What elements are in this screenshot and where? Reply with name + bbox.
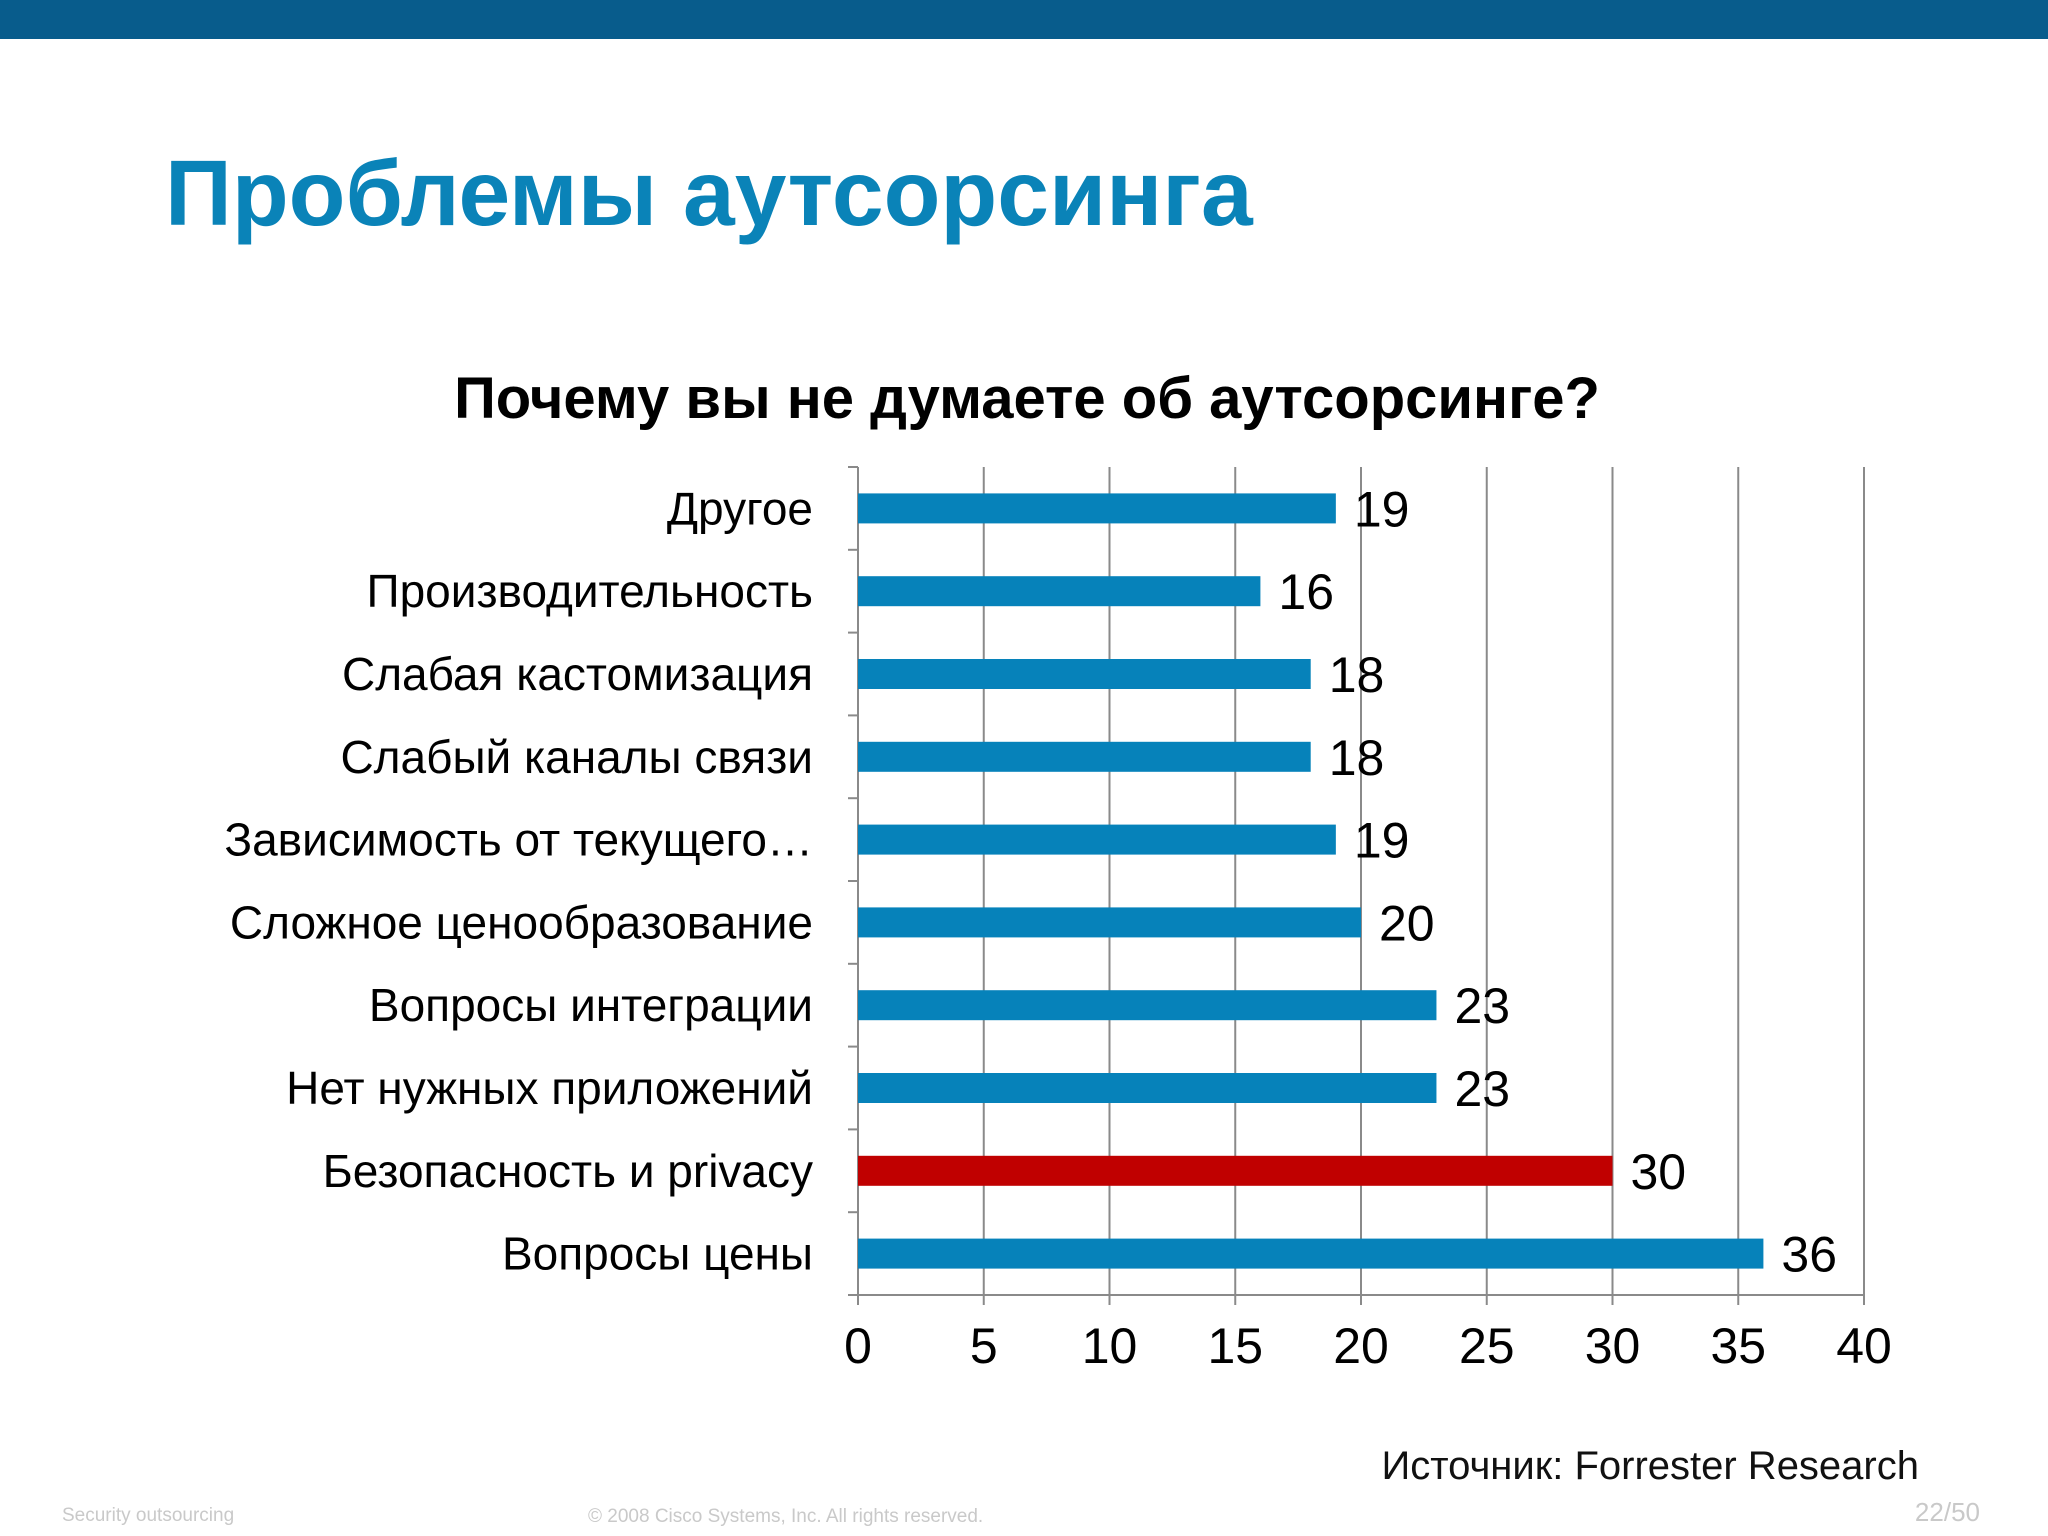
category-label: Вопросы интеграции <box>369 979 813 1031</box>
chart-title: Почему вы не думаете об аутсорсинге? <box>454 366 1600 431</box>
x-tick-label: 5 <box>970 1318 998 1374</box>
bar <box>858 824 1336 855</box>
bar <box>858 493 1336 524</box>
data-label: 23 <box>1454 978 1510 1034</box>
bar <box>858 1155 1613 1186</box>
data-label: 30 <box>1631 1144 1687 1200</box>
top-bar <box>0 0 2048 39</box>
bar <box>858 1238 1764 1269</box>
category-label: Другое <box>667 482 813 534</box>
x-tick-label: 20 <box>1333 1318 1389 1374</box>
category-label: Вопросы цены <box>502 1228 813 1280</box>
category-label: Безопасность и privacy <box>323 1145 813 1197</box>
data-label: 18 <box>1329 730 1385 786</box>
data-label: 18 <box>1329 647 1385 703</box>
category-label: Слабая кастомизация <box>342 648 813 700</box>
bar <box>858 576 1261 607</box>
slide-title: Проблемы аутсорсинга <box>165 141 1253 245</box>
x-tick-label: 25 <box>1459 1318 1515 1374</box>
x-tick-label: 15 <box>1207 1318 1263 1374</box>
bar <box>858 741 1311 772</box>
x-tick-label: 0 <box>844 1318 872 1374</box>
bar <box>858 659 1311 689</box>
bar <box>858 990 1437 1021</box>
source-note: Источник: Forrester Research <box>1381 1444 1919 1488</box>
bar <box>858 907 1361 938</box>
data-label: 16 <box>1278 564 1334 620</box>
data-label: 20 <box>1379 895 1435 951</box>
category-label: Зависимость от текущего… <box>224 814 813 866</box>
x-tick-label: 35 <box>1710 1318 1766 1374</box>
data-label: 23 <box>1454 1061 1510 1117</box>
data-label: 19 <box>1354 813 1410 869</box>
data-label: 19 <box>1354 481 1410 537</box>
category-label: Нет нужных приложений <box>286 1062 813 1114</box>
footer-copyright: © 2008 Cisco Systems, Inc. All rights re… <box>588 1506 984 1527</box>
category-label: Сложное ценообразование <box>230 896 813 948</box>
footer-left: Security outsourcing <box>62 1505 235 1526</box>
x-tick-label: 30 <box>1585 1318 1641 1374</box>
category-label: Слабый каналы связи <box>340 731 813 783</box>
data-label: 36 <box>1781 1227 1837 1283</box>
x-tick-label: 10 <box>1082 1318 1138 1374</box>
page-number: 22/50 <box>1914 1497 1980 1527</box>
x-tick-label: 40 <box>1836 1318 1892 1374</box>
bar <box>858 1073 1437 1103</box>
category-label: Производительность <box>367 565 813 617</box>
